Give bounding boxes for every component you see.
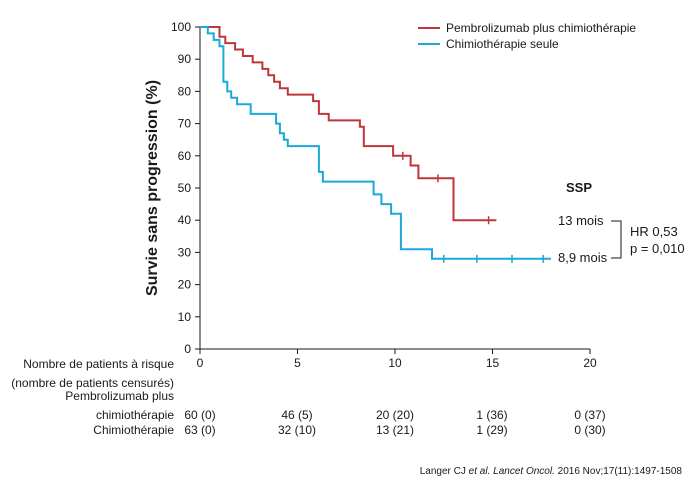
- y-tick-label: 90: [178, 52, 192, 66]
- y-tick-label: 80: [178, 84, 192, 98]
- median-chemo-label: 8,9 mois: [558, 250, 608, 265]
- y-axis-label: Survie sans progression (%): [144, 80, 161, 296]
- legend-label: Chimiothérapie seule: [446, 37, 559, 51]
- risk-cell: 0 (30): [574, 423, 606, 437]
- x-tick-label: 20: [583, 356, 597, 370]
- risk-cell: 1 (36): [476, 408, 508, 422]
- risk-cell: 60 (0): [184, 408, 216, 422]
- x-tick-label: 15: [486, 356, 500, 370]
- legend: Pembrolizumab plus chimiothérapie Chimiot…: [418, 21, 636, 51]
- y-tick-label: 100: [171, 20, 191, 34]
- ssp-label: SSP: [566, 180, 592, 195]
- risk-cell: 63 (0): [184, 423, 216, 437]
- risk-row-label-pembro: Pembrolizumab plus chimiothérapie: [65, 389, 174, 423]
- annotations: SSP 13 mois 8,9 mois HR 0,53 p = 0,010: [558, 180, 685, 265]
- citation-authors: Langer CJ: [419, 466, 469, 477]
- y-tick-label: 60: [178, 149, 192, 163]
- citation: Langer CJ et al. Lancet Oncol. 2016 Nov;…: [420, 466, 682, 477]
- x-tick-label: 5: [294, 356, 301, 370]
- x-tick-label: 0: [197, 356, 204, 370]
- y-tick-label: 10: [178, 310, 192, 324]
- y-tick-label: 0: [184, 342, 191, 356]
- citation-rest: 2016 Nov;17(11):1497-1508: [554, 466, 682, 477]
- series-line-pembro: [200, 26, 497, 222]
- y-tick-label: 40: [178, 213, 192, 227]
- y-tick-label: 20: [178, 278, 192, 292]
- survival-curves: [200, 26, 551, 263]
- y-tick-label: 30: [178, 245, 192, 259]
- risk-row-label-line: chimiothérapie: [95, 408, 174, 422]
- risk-row-label-line: Chimiothérapie: [93, 423, 174, 437]
- risk-cell: 0 (37): [574, 408, 606, 422]
- p-value: p = 0,010: [630, 241, 685, 256]
- y-tick-label: 70: [178, 117, 192, 131]
- legend-label: Pembrolizumab plus chimiothérapie: [446, 21, 636, 35]
- risk-cell: 13 (21): [375, 423, 415, 437]
- hr-value: HR 0,53: [630, 224, 678, 239]
- hr-bracket: [611, 220, 622, 259]
- risk-cell: 1 (29): [476, 423, 508, 437]
- risk-header-line-1: Nombre de patients à risque: [23, 357, 174, 371]
- risk-row-label-line: Pembrolizumab plus: [65, 389, 174, 403]
- risk-header-line-2: (nombre de patients censurés): [11, 376, 174, 390]
- risk-row-label-chemo: Chimiothérapie: [93, 423, 174, 438]
- citation-journal: Lancet Oncol.: [493, 466, 555, 477]
- risk-cell: 32 (10): [277, 423, 317, 437]
- x-tick-label: 10: [388, 356, 402, 370]
- citation-etal: et al.: [468, 466, 494, 477]
- series-line-chemo: [200, 26, 551, 260]
- y-tick-label: 50: [178, 181, 192, 195]
- axes: 0 10 20 30 40 50 60 70 80 90 100 0 5 10 15 20: [171, 20, 597, 370]
- median-pembro-label: 13 mois: [558, 213, 604, 228]
- risk-cell: 20 (20): [375, 408, 415, 422]
- risk-table-header: Nombre de patients à risque (nombre de p…: [11, 357, 174, 391]
- risk-cell: 46 (5): [281, 408, 313, 422]
